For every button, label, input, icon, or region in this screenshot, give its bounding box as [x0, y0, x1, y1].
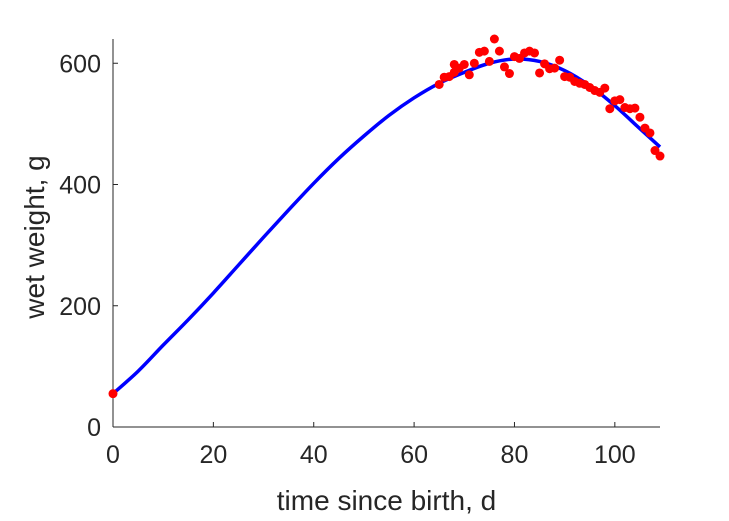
data-point — [459, 59, 469, 69]
data-point — [108, 389, 118, 399]
data-point — [605, 104, 615, 114]
data-point — [504, 69, 514, 79]
data-point — [555, 55, 565, 65]
data-point — [655, 151, 665, 161]
data-point — [615, 95, 625, 105]
data-point — [484, 56, 494, 66]
data-point — [479, 46, 489, 56]
data-point — [434, 79, 444, 89]
data-point — [494, 46, 504, 56]
y-axis-label: wet weight, g — [19, 155, 50, 319]
data-point — [630, 103, 640, 113]
x-tick-label: 60 — [400, 441, 428, 469]
data-point — [550, 63, 560, 73]
data-point — [530, 48, 540, 58]
y-tick-label: 600 — [59, 50, 101, 78]
data-point — [645, 128, 655, 138]
y-tick-label: 400 — [59, 172, 101, 200]
axes — [112, 39, 660, 428]
data-point — [535, 68, 545, 78]
data-point — [464, 70, 474, 80]
x-tick-label: 0 — [106, 441, 120, 469]
x-tick-label: 100 — [594, 441, 636, 469]
data-point — [469, 58, 479, 68]
x-tick-label: 20 — [199, 441, 227, 469]
x-tick-label: 80 — [501, 441, 529, 469]
data-point — [635, 112, 645, 122]
data-point — [600, 83, 610, 93]
x-axis-label: time since birth, d — [277, 485, 496, 516]
data-point — [499, 62, 509, 72]
y-tick-label: 0 — [87, 414, 101, 442]
ticks: 0 20 40 60 80 100 0 200 400 600 — [59, 50, 635, 469]
fit-curve-line — [111, 57, 662, 395]
series-layer — [108, 34, 665, 399]
data-point — [489, 34, 499, 44]
y-tick-label: 200 — [59, 293, 101, 321]
x-tick-label: 40 — [300, 441, 328, 469]
